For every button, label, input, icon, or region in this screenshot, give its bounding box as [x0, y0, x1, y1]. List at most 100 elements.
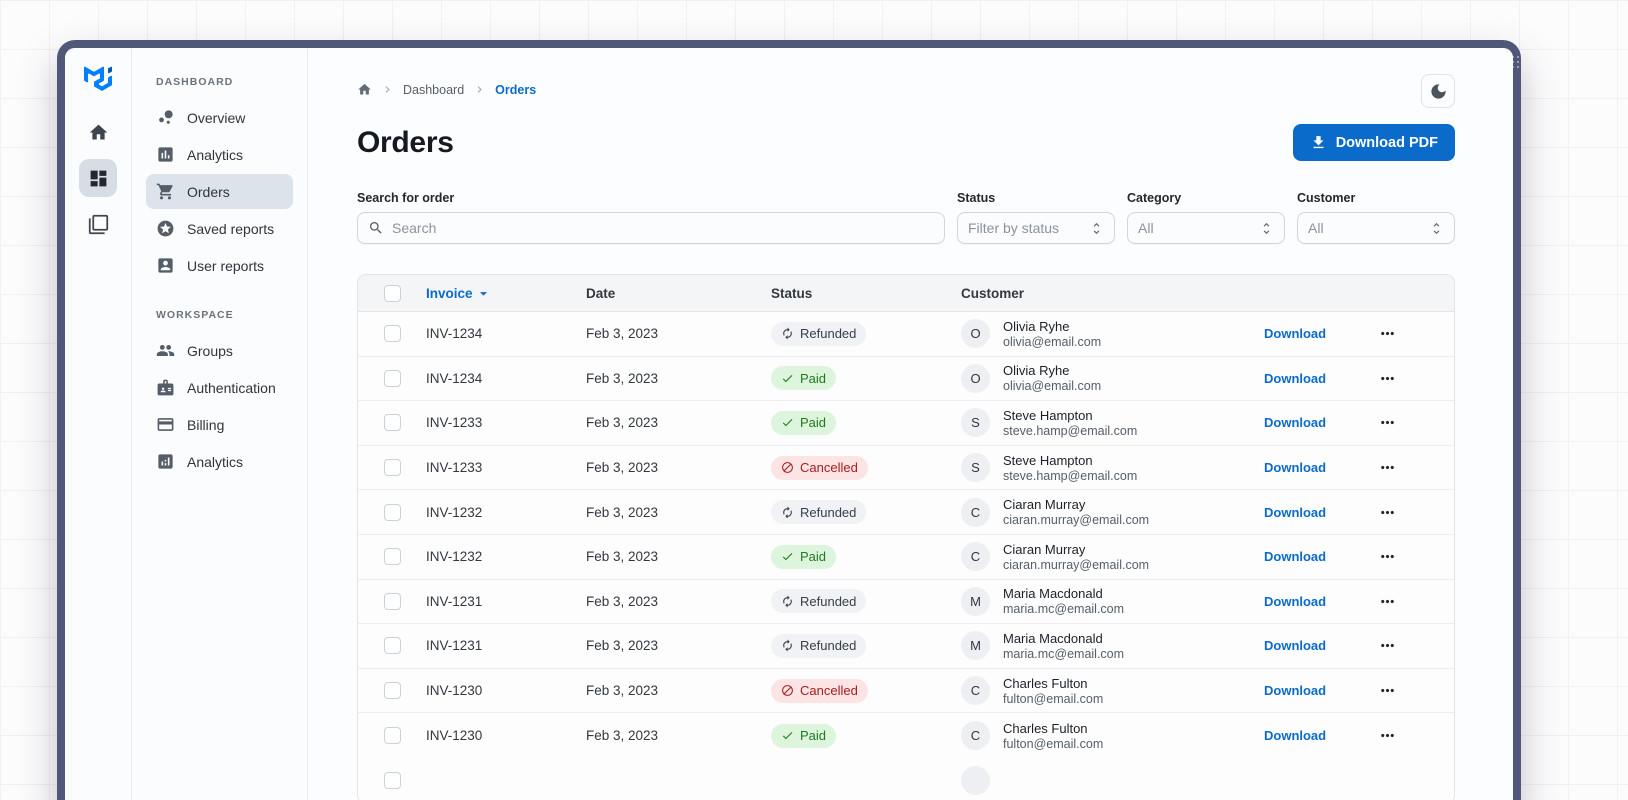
- row-checkbox[interactable]: [383, 459, 401, 477]
- status-chip: Refunded: [771, 589, 867, 614]
- row-menu-button[interactable]: [1378, 324, 1397, 343]
- status-chip: Paid: [771, 410, 837, 435]
- row-checkbox[interactable]: [383, 503, 401, 521]
- status-label: Refunded: [800, 326, 857, 342]
- shopping-cart-icon: [156, 183, 173, 200]
- sidebar-item-orders[interactable]: Orders: [146, 174, 293, 209]
- sidebar-item-overview[interactable]: Overview: [146, 100, 293, 135]
- row-menu-button[interactable]: [1378, 547, 1397, 566]
- download-link[interactable]: Download: [1264, 504, 1327, 520]
- dashboard-grid-icon: [90, 170, 106, 186]
- sidebar-item-analytics-workspace[interactable]: Analytics: [146, 444, 293, 479]
- row-menu-button[interactable]: [1378, 413, 1397, 432]
- table-row: INV-1233 Feb 3, 2023 Cancelled S Steve H…: [358, 445, 1454, 491]
- customer-email: maria.mc@email.com: [1003, 646, 1125, 661]
- table-row: INV-1232 Feb 3, 2023 Refunded C Ciaran M…: [358, 490, 1454, 535]
- category-filter-label: Category: [1127, 191, 1182, 205]
- more-horizontal-icon: [1381, 555, 1394, 559]
- row-checkbox[interactable]: [383, 369, 401, 387]
- date-cell: Feb 3, 2023: [586, 415, 659, 431]
- row-menu-button[interactable]: [1378, 503, 1397, 522]
- row-checkbox[interactable]: [383, 682, 401, 700]
- more-horizontal-icon: [1381, 465, 1394, 470]
- row-menu-button[interactable]: [1378, 726, 1397, 745]
- search-label: Search for order: [357, 191, 455, 205]
- row-menu-button[interactable]: [1378, 592, 1397, 611]
- row-menu-button[interactable]: [1378, 458, 1397, 477]
- customer-filter-select[interactable]: All: [1297, 212, 1455, 244]
- row-checkbox[interactable]: [383, 771, 401, 789]
- search-input[interactable]: Search: [357, 212, 945, 244]
- date-cell: Feb 3, 2023: [586, 549, 659, 565]
- sidebar-item-label: Orders: [187, 183, 230, 200]
- row-checkbox[interactable]: [383, 727, 401, 745]
- row-checkbox[interactable]: [383, 325, 401, 343]
- category-filter-select[interactable]: All: [1127, 212, 1285, 244]
- download-link[interactable]: Download: [1264, 728, 1327, 744]
- date-cell: Feb 3, 2023: [586, 638, 659, 654]
- rail-dashboard-button[interactable]: [79, 159, 117, 197]
- row-menu-button[interactable]: [1378, 681, 1397, 700]
- breadcrumb-dashboard[interactable]: Dashboard: [403, 82, 465, 97]
- more-horizontal-icon: [1381, 376, 1394, 380]
- row-checkbox[interactable]: [383, 637, 401, 655]
- home-icon[interactable]: [357, 82, 372, 97]
- download-link[interactable]: Download: [1264, 683, 1327, 699]
- customer-email: steve.hamp@email.com: [1003, 468, 1138, 483]
- status-chip: Refunded: [771, 633, 867, 658]
- sidebar-item-label: Groups: [187, 342, 233, 359]
- select-all-checkbox[interactable]: [383, 284, 401, 302]
- rail-home-button[interactable]: [79, 113, 117, 151]
- main-content: Dashboard Orders Orders Download PDF Sea…: [308, 48, 1513, 800]
- chevron-right-icon: [477, 86, 482, 93]
- theme-toggle-button[interactable]: [1421, 74, 1455, 108]
- customer-name: Charles Fulton: [1003, 720, 1088, 736]
- window-scroll-handle[interactable]: [1512, 56, 1519, 68]
- moon-icon: [1430, 83, 1446, 99]
- sidebar-item-authentication[interactable]: Authentication: [146, 370, 293, 405]
- download-link[interactable]: Download: [1264, 593, 1327, 609]
- status-filter-value: Filter by status: [968, 220, 1060, 236]
- row-menu-button[interactable]: [1378, 369, 1397, 388]
- download-link[interactable]: Download: [1264, 415, 1327, 431]
- row-checkbox[interactable]: [383, 592, 401, 610]
- sidebar-item-groups[interactable]: Groups: [146, 333, 293, 368]
- invoice-cell: INV-1233: [426, 415, 483, 431]
- nav-section-workspace: WORKSPACE: [156, 309, 234, 321]
- download-link[interactable]: Download: [1264, 370, 1327, 386]
- star-circle-icon: [157, 220, 174, 237]
- row-checkbox[interactable]: [383, 414, 401, 432]
- status-chip: Paid: [771, 544, 837, 569]
- sidebar-item-label: Analytics: [187, 146, 244, 163]
- search-placeholder: Search: [392, 220, 437, 236]
- avatar: S: [961, 453, 990, 483]
- sidebar-item-analytics[interactable]: Analytics: [146, 137, 293, 172]
- app-surface: DASHBOARD Overview Analytics Orders Save…: [65, 48, 1513, 800]
- download-link[interactable]: Download: [1264, 326, 1327, 342]
- row-menu-button[interactable]: [1378, 636, 1397, 655]
- status-label: Paid: [800, 370, 827, 386]
- column-header-status: Status: [771, 285, 813, 301]
- download-link[interactable]: Download: [1264, 638, 1327, 654]
- sidebar-item-user-reports[interactable]: User reports: [146, 248, 293, 283]
- avatar: C: [961, 676, 990, 706]
- download-pdf-button[interactable]: Download PDF: [1292, 124, 1455, 161]
- table-header-row: Invoice Date Status Customer: [358, 275, 1454, 312]
- status-filter-select[interactable]: Filter by status: [957, 212, 1115, 244]
- customer-filter-label: Customer: [1297, 191, 1356, 205]
- customer-email: olivia@email.com: [1003, 379, 1102, 394]
- rail-pages-button[interactable]: [79, 205, 117, 243]
- avatar: O: [961, 363, 990, 393]
- analytics-icon: [158, 454, 173, 469]
- row-checkbox[interactable]: [383, 548, 401, 566]
- sidebar-item-saved-reports[interactable]: Saved reports: [146, 211, 293, 246]
- status-label: Paid: [800, 549, 827, 565]
- sidebar-item-billing[interactable]: Billing: [146, 407, 293, 442]
- table-row: INV-1232 Feb 3, 2023 Paid C Ciaran Murra…: [358, 534, 1454, 580]
- download-link[interactable]: Download: [1264, 549, 1327, 565]
- customer-name: Steve Hampton: [1003, 407, 1093, 423]
- status-label: Paid: [800, 728, 827, 744]
- download-link[interactable]: Download: [1264, 460, 1327, 476]
- customer-name: Ciaran Murray: [1003, 497, 1086, 513]
- column-header-invoice[interactable]: Invoice: [426, 285, 586, 302]
